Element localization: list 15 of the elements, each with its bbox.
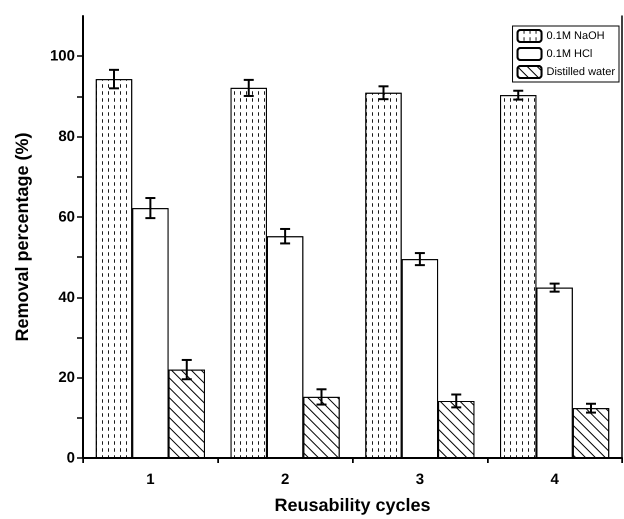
x-axis-title: Reusability cycles xyxy=(274,495,431,515)
x-tick-label: 2 xyxy=(280,471,290,488)
x-tick-label: 1 xyxy=(146,471,155,488)
legend-label: 0.1M HCl xyxy=(546,48,592,60)
y-tick-label: 80 xyxy=(58,128,75,146)
y-tick-label: 20 xyxy=(58,369,75,386)
y-tick-label: 0 xyxy=(66,450,75,466)
legend-label: 0.1M NaOH xyxy=(546,30,605,42)
y-tick-label: 60 xyxy=(58,208,75,226)
y-axis-title: Removal percentage (%) xyxy=(12,132,32,342)
x-tick-label: 3 xyxy=(416,471,424,488)
y-tick-label: 40 xyxy=(58,288,75,306)
y-tick-label: 100 xyxy=(50,48,75,65)
x-tick-label: 4 xyxy=(550,471,560,488)
legend-label: Distilled water xyxy=(546,66,616,78)
